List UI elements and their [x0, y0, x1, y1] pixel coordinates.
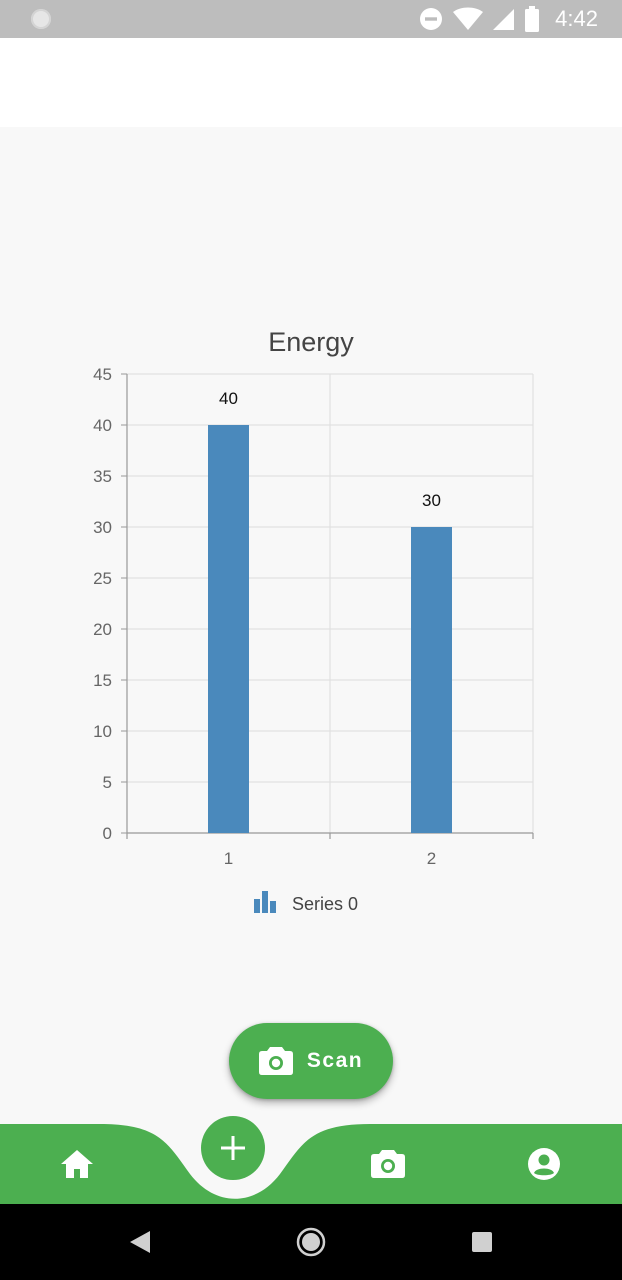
camera-icon — [258, 1047, 293, 1075]
chart-legend: Series 0 — [254, 891, 358, 914]
recents-icon — [472, 1232, 492, 1252]
y-tick-label: 35 — [93, 467, 112, 486]
app-bar — [0, 38, 622, 127]
nav-home-button[interactable] — [47, 1134, 107, 1194]
chart-container: Energy 0 5 10 15 20 25 30 35 40 45 40 1 30 2 Series 0 — [0, 127, 622, 927]
status-icons: 4:42 — [419, 0, 598, 38]
y-tick-label: 45 — [93, 365, 112, 384]
x-tick-label: 1 — [224, 849, 233, 868]
y-tick-label: 5 — [103, 773, 112, 792]
do-not-disturb-icon — [420, 8, 443, 30]
y-tick-label: 30 — [93, 518, 112, 537]
add-icon — [221, 1136, 245, 1160]
y-tick-label: 0 — [103, 824, 112, 843]
y-tick-label: 20 — [93, 620, 112, 639]
y-tick-label: 15 — [93, 671, 112, 690]
scan-button[interactable]: Scan — [229, 1023, 393, 1099]
chart-title: Energy — [268, 327, 354, 357]
system-nav-bar — [0, 1204, 622, 1280]
scan-button-label: Scan — [306, 1049, 364, 1072]
bar — [411, 527, 452, 833]
energy-bar-chart: Energy 0 5 10 15 20 25 30 35 40 45 40 1 30 2 Series 0 — [93, 327, 534, 914]
y-tick-label: 40 — [93, 416, 112, 435]
bar — [208, 425, 249, 833]
signal-icon — [493, 9, 515, 30]
nav-profile-button[interactable] — [514, 1134, 574, 1194]
back-icon — [130, 1231, 150, 1253]
system-back-button[interactable] — [120, 1222, 160, 1262]
account-circle-icon — [528, 1148, 560, 1180]
y-tick-label: 25 — [93, 569, 112, 588]
status-time: 4:42 — [555, 6, 598, 31]
legend-bar-icon — [254, 899, 260, 913]
battery-icon — [525, 6, 540, 32]
add-button[interactable] — [201, 1116, 265, 1180]
notification-dot-icon — [31, 9, 51, 29]
status-bar: 4:42 — [0, 0, 622, 38]
camera-icon — [371, 1150, 405, 1178]
x-tick-label: 2 — [427, 849, 436, 868]
home-icon — [61, 1150, 93, 1178]
wifi-icon — [453, 7, 484, 30]
y-tick-label: 10 — [93, 722, 112, 741]
legend-bar-icon — [262, 891, 268, 913]
legend-series-label: Series 0 — [292, 894, 358, 914]
home-circle-icon — [296, 1227, 326, 1257]
system-recents-button[interactable] — [462, 1222, 502, 1262]
bar-data-label: 40 — [219, 389, 238, 408]
system-home-button[interactable] — [291, 1222, 331, 1262]
nav-camera-button[interactable] — [358, 1134, 418, 1194]
legend-bar-icon — [270, 901, 276, 913]
bar-data-label: 30 — [422, 491, 441, 510]
bottom-nav-bar — [0, 1124, 622, 1204]
